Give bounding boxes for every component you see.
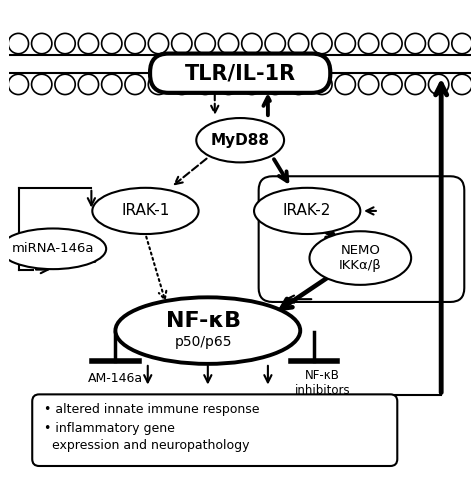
Circle shape <box>242 34 262 54</box>
Circle shape <box>219 74 239 95</box>
Circle shape <box>195 34 215 54</box>
Circle shape <box>335 34 356 54</box>
Ellipse shape <box>92 188 199 234</box>
Circle shape <box>32 74 52 95</box>
Circle shape <box>312 74 332 95</box>
Circle shape <box>125 74 145 95</box>
Text: NF-κB
inhibitors: NF-κB inhibitors <box>295 369 350 397</box>
Circle shape <box>8 74 28 95</box>
Circle shape <box>55 74 75 95</box>
Text: MyD88: MyD88 <box>210 133 270 148</box>
Text: TLR/IL-1R: TLR/IL-1R <box>184 63 296 83</box>
Text: NF-κB: NF-κB <box>165 312 241 331</box>
Circle shape <box>358 34 379 54</box>
Circle shape <box>101 34 122 54</box>
Text: IRAK-1: IRAK-1 <box>121 204 170 218</box>
Text: NEMO
IKKα/β: NEMO IKKα/β <box>339 244 382 272</box>
Circle shape <box>32 34 52 54</box>
Circle shape <box>382 34 402 54</box>
Text: • altered innate immune response: • altered innate immune response <box>44 403 259 416</box>
FancyBboxPatch shape <box>150 54 330 93</box>
Circle shape <box>219 34 239 54</box>
Text: IRAK-2: IRAK-2 <box>283 204 331 218</box>
Circle shape <box>265 34 285 54</box>
Circle shape <box>335 74 356 95</box>
Circle shape <box>148 34 169 54</box>
Circle shape <box>78 74 99 95</box>
Circle shape <box>288 34 309 54</box>
Text: miRNA-146a: miRNA-146a <box>12 243 94 255</box>
Circle shape <box>265 74 285 95</box>
Text: expression and neuropathology: expression and neuropathology <box>44 439 249 452</box>
Circle shape <box>242 74 262 95</box>
Ellipse shape <box>310 231 411 285</box>
Circle shape <box>78 34 99 54</box>
Circle shape <box>452 34 472 54</box>
Circle shape <box>8 34 28 54</box>
Circle shape <box>172 74 192 95</box>
Circle shape <box>101 74 122 95</box>
Circle shape <box>172 34 192 54</box>
Text: p50/p65: p50/p65 <box>174 335 232 349</box>
Circle shape <box>428 74 449 95</box>
Circle shape <box>358 74 379 95</box>
Circle shape <box>288 74 309 95</box>
Circle shape <box>382 74 402 95</box>
Circle shape <box>195 74 215 95</box>
Circle shape <box>405 34 426 54</box>
Circle shape <box>428 34 449 54</box>
Ellipse shape <box>0 228 106 269</box>
Circle shape <box>312 34 332 54</box>
FancyBboxPatch shape <box>32 394 397 466</box>
Circle shape <box>452 74 472 95</box>
Text: • inflammatory gene: • inflammatory gene <box>44 422 174 435</box>
Circle shape <box>148 74 169 95</box>
Text: AM-146a: AM-146a <box>88 372 143 385</box>
Circle shape <box>125 34 145 54</box>
Ellipse shape <box>254 188 360 234</box>
Circle shape <box>405 74 426 95</box>
Circle shape <box>55 34 75 54</box>
Ellipse shape <box>196 118 284 162</box>
Ellipse shape <box>115 297 300 364</box>
